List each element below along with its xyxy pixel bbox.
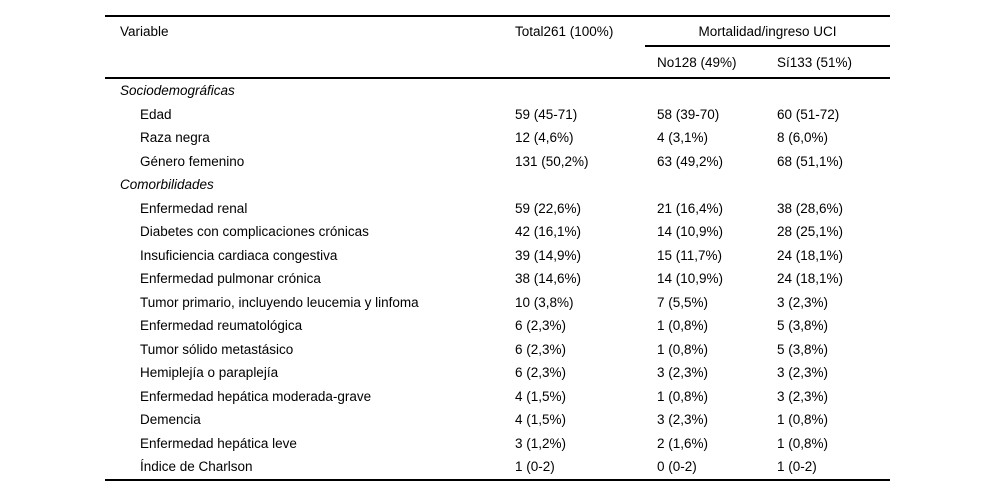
table-row: Enfermedad hepática leve 3 (1,2%) 2 (1,6%)… — [105, 432, 890, 456]
cell-variable: Enfermedad hepática leve — [140, 435, 297, 451]
table-row: Enfermedad hepática moderada-grave 4 (1,5… — [105, 385, 890, 409]
cell-total: 12 (4,6%) — [515, 130, 574, 145]
column-header-total: Total261 (100%) — [503, 16, 645, 79]
section-label: Comorbilidades — [120, 177, 214, 192]
cell-no: 2 (1,6%) — [657, 435, 709, 451]
cell-no: 63 (49,2%) — [657, 153, 724, 169]
table-row: Demencia 4 (1,5%) 3 (2,3%) 1 (0,8%) — [105, 408, 890, 432]
cell-si: 3 (2,3%) — [777, 365, 829, 380]
table-row: Insuficiencia cardiaca congestiva 39 (14,… — [105, 244, 890, 268]
table-body: Sociodemográficas Edad 59 (45-71) 58 (39-70… — [105, 78, 890, 480]
cell-total: 38 (14,6%) — [515, 271, 582, 286]
cell-variable: Raza negra — [140, 130, 210, 145]
cell-total: 1 (0-2) — [515, 459, 555, 474]
table-row: Hemiplejía o paraplejía 6 (2,3%) 3 (2,3%) 3… — [105, 361, 890, 385]
cell-no: 21 (16,4%) — [657, 200, 724, 216]
cell-no: 58 (39-70) — [657, 106, 720, 122]
cell-no: 0 (0-2) — [657, 459, 697, 474]
cell-variable: Índice de Charlson — [140, 459, 253, 474]
cell-variable: Edad — [140, 106, 172, 122]
cell-variable: Enfermedad reumatológica — [140, 318, 303, 333]
column-group-header-mortalidad-uci: Mortalidad/ingreso UCI — [645, 16, 890, 47]
cell-si: 38 (28,6%) — [777, 200, 844, 216]
table-row: Enfermedad pulmonar crónica 38 (14,6%) 14 … — [105, 267, 890, 291]
cell-si: 68 (51,1%) — [777, 153, 844, 169]
cell-si: 24 (18,1%) — [777, 271, 844, 286]
table-row: Diabetes con complicaciones crónicas 42 (… — [105, 220, 890, 244]
cell-no: 15 (11,7%) — [657, 247, 723, 263]
cell-variable: Género femenino — [140, 153, 245, 169]
column-header-si: Sí133 (51%) — [765, 46, 890, 79]
table-row: Tumor sólido metastásico 6 (2,3%) 1 (0,8%)… — [105, 338, 890, 362]
cell-si: 8 (6,0%) — [777, 130, 829, 145]
cell-si: 28 (25,1%) — [777, 224, 844, 239]
cell-si: 5 (3,8%) — [777, 341, 829, 357]
cell-no: 3 (2,3%) — [657, 412, 709, 427]
cell-total: 4 (1,5%) — [515, 388, 567, 404]
cell-no: 4 (3,1%) — [657, 130, 709, 145]
table-row: Edad 59 (45-71) 58 (39-70) 60 (51-72) — [105, 103, 890, 127]
cell-si: 3 (2,3%) — [777, 294, 829, 310]
table-row: Enfermedad reumatológica 6 (2,3%) 1 (0,8%)… — [105, 314, 890, 338]
section-label: Sociodemográficas — [120, 83, 235, 98]
cell-total: 131 (50,2%) — [515, 153, 589, 169]
cell-no: 1 (0,8%) — [657, 388, 709, 404]
cell-variable: Tumor sólido metastásico — [140, 341, 294, 357]
cell-variable: Insuficiencia cardiaca congestiva — [140, 247, 338, 263]
cell-si: 3 (2,3%) — [777, 388, 829, 404]
cell-total: 3 (1,2%) — [515, 435, 567, 451]
cell-variable: Enfermedad hepática moderada-grave — [140, 388, 372, 404]
cell-variable: Enfermedad pulmonar crónica — [140, 271, 321, 286]
cell-total: 4 (1,5%) — [515, 412, 567, 427]
table-row: Género femenino 131 (50,2%) 63 (49,2%) 68 (… — [105, 150, 890, 174]
cell-total: 6 (2,3%) — [515, 341, 567, 357]
cell-variable: Demencia — [140, 412, 201, 427]
section-row: Sociodemográficas — [105, 78, 890, 103]
cell-total: 59 (45-71) — [515, 106, 578, 122]
cell-no: 7 (5,5%) — [657, 294, 709, 310]
cell-variable: Tumor primario, incluyendo leucemia y li… — [140, 294, 419, 310]
table-row: Enfermedad renal 59 (22,6%) 21 (16,4%) 38 (… — [105, 197, 890, 221]
clinical-characteristics-table: Variable Total261 (100%) Mortalidad/ingr… — [105, 15, 890, 481]
header-row-1: Variable Total261 (100%) Mortalidad/ingr… — [105, 16, 890, 79]
table-row: Raza negra 12 (4,6%) 4 (3,1%) 8 (6,0%) — [105, 126, 890, 150]
cell-no: 3 (2,3%) — [657, 365, 709, 380]
cell-no: 14 (10,9%) — [657, 271, 724, 286]
cell-variable: Hemiplejía o paraplejía — [140, 365, 279, 380]
cell-no: 1 (0,8%) — [657, 318, 709, 333]
cell-total: 6 (2,3%) — [515, 318, 567, 333]
cell-si: 1 (0-2) — [777, 459, 817, 474]
cell-no: 1 (0,8%) — [657, 341, 709, 357]
cell-variable: Enfermedad renal — [140, 200, 248, 216]
cell-total: 6 (2,3%) — [515, 365, 567, 380]
cell-variable: Diabetes con complicaciones crónicas — [140, 224, 369, 239]
table-header: Variable Total261 (100%) Mortalidad/ingr… — [105, 16, 890, 79]
cell-no: 14 (10,9%) — [657, 224, 724, 239]
cell-si: 1 (0,8%) — [777, 412, 829, 427]
column-header-no: No128 (49%) — [645, 46, 765, 79]
table-row: Tumor primario, incluyendo leucemia y li… — [105, 291, 890, 315]
cell-si: 60 (51-72) — [777, 106, 840, 122]
table-row: Índice de Charlson 1 (0-2) 0 (0-2) 1 (0-2) — [105, 455, 890, 480]
cell-total: 39 (14,9%) — [515, 247, 582, 263]
cell-si: 24 (18,1%) — [777, 247, 844, 263]
cell-total: 10 (3,8%) — [515, 294, 574, 310]
cell-total: 59 (22,6%) — [515, 200, 582, 216]
cell-total: 42 (16,1%) — [515, 224, 582, 239]
section-row: Comorbilidades — [105, 173, 890, 197]
header-row-2: No128 (49%) Sí133 (51%) — [105, 46, 890, 79]
cell-si: 5 (3,8%) — [777, 318, 829, 333]
data-table: Variable Total261 (100%) Mortalidad/ingr… — [105, 15, 890, 481]
cell-si: 1 (0,8%) — [777, 435, 829, 451]
column-header-variable: Variable — [105, 16, 503, 79]
